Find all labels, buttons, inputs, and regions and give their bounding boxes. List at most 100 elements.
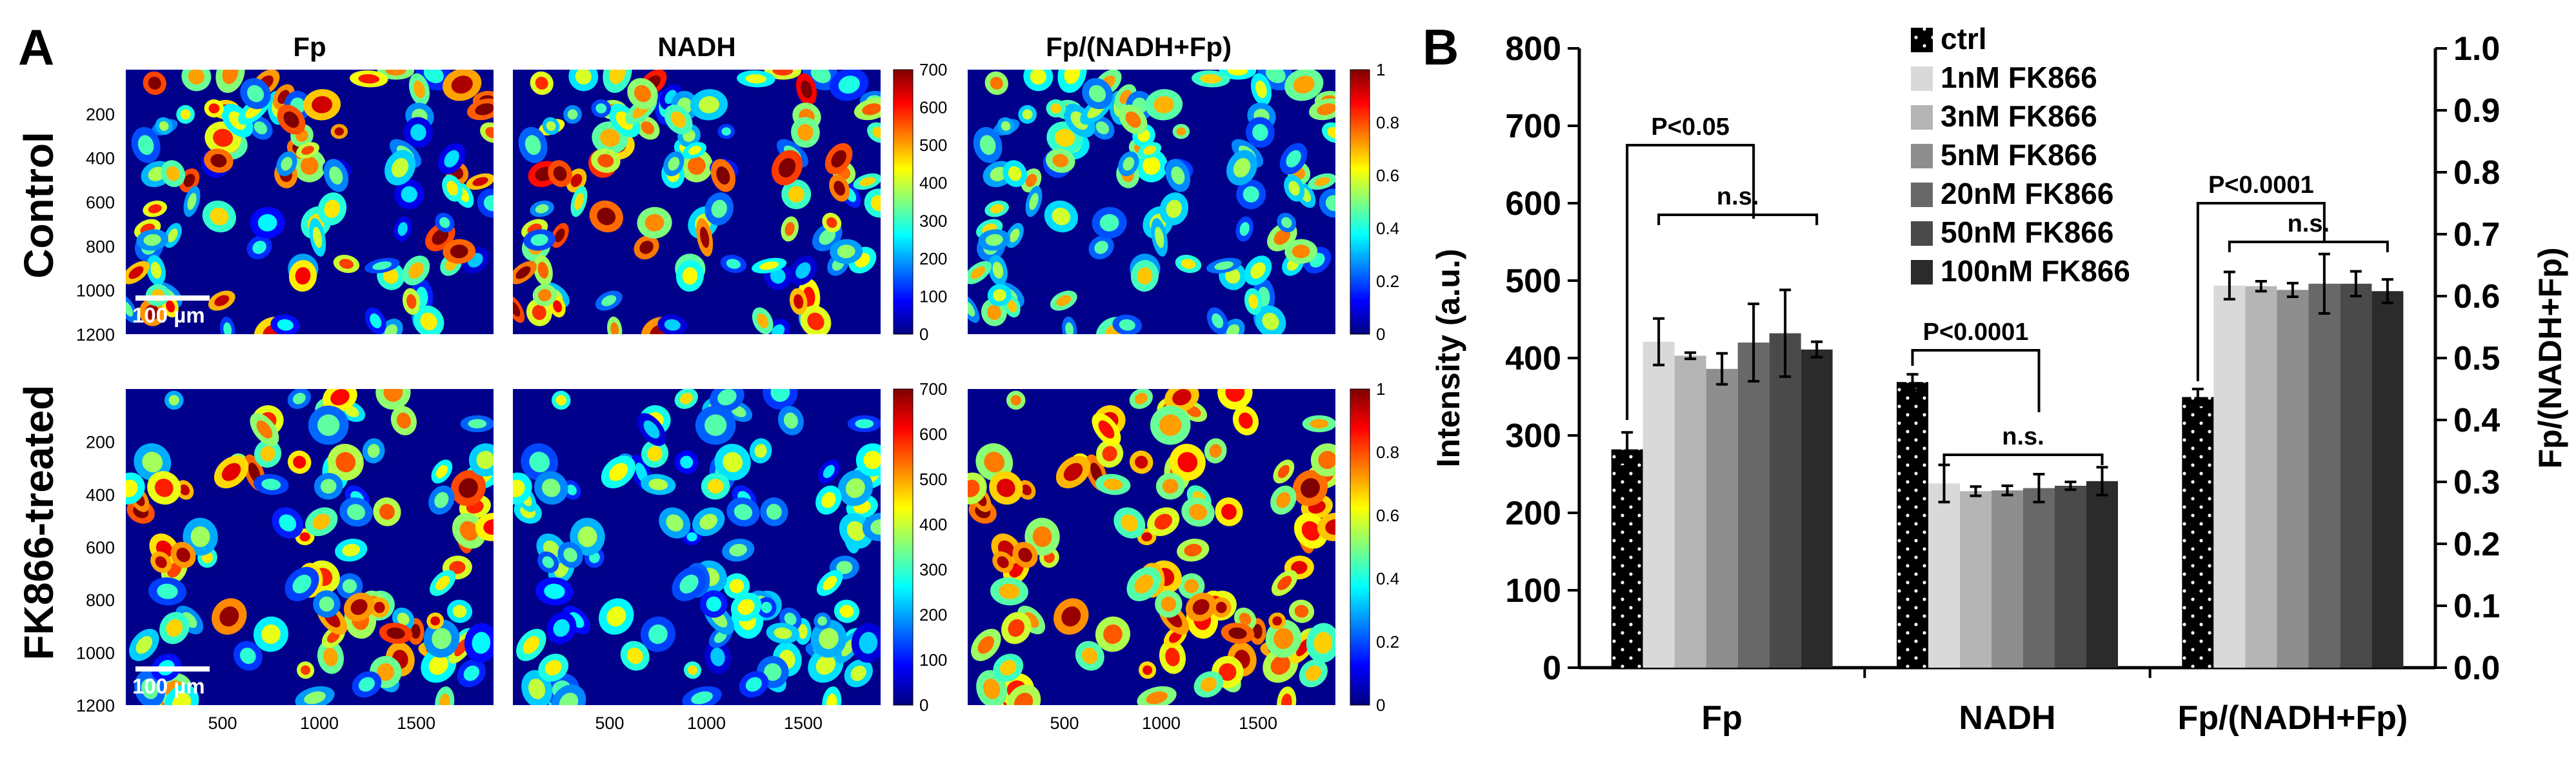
- cell-nucleus: [1325, 519, 1335, 535]
- cell-nucleus: [223, 322, 232, 334]
- colorbar-tick-label: 100: [919, 286, 947, 306]
- y-right-tick-label: 0.4: [2453, 402, 2500, 439]
- cell-nucleus: [324, 199, 341, 218]
- cell-nucleus: [710, 647, 725, 666]
- cell-nucleus: [1001, 121, 1011, 131]
- cell-nucleus: [1172, 389, 1192, 406]
- cell-nucleus: [717, 389, 737, 406]
- cell-nucleus: [1141, 532, 1152, 542]
- cell-nucleus: [334, 127, 344, 136]
- legend-swatch: [1911, 105, 1933, 130]
- cell-nucleus: [385, 70, 406, 76]
- image-x-tick-label: 500: [208, 713, 237, 733]
- cell-nucleus: [1146, 691, 1168, 704]
- cell-nucleus: [128, 266, 144, 279]
- cell-nucleus: [252, 241, 266, 254]
- cell-nucleus: [126, 301, 134, 317]
- cell-nucleus: [1238, 412, 1253, 429]
- cell-nucleus: [317, 414, 340, 436]
- cell-nucleus: [1021, 484, 1032, 495]
- colorbar-tick-label: 300: [919, 560, 947, 579]
- cell-nucleus: [544, 660, 562, 676]
- cell-nucleus: [1155, 226, 1164, 248]
- y-right-tick-label: 0.7: [2453, 216, 2500, 254]
- cell-nucleus: [1103, 624, 1123, 644]
- cell-nucleus: [463, 665, 479, 681]
- cell-nucleus: [1301, 521, 1321, 541]
- image-axes: 2004006008001000120020040060080010001200…: [76, 105, 1277, 733]
- cell-nucleus: [513, 479, 525, 497]
- cell-nucleus: [530, 234, 548, 246]
- cell-nucleus: [1123, 157, 1135, 171]
- cell-nucleus: [358, 74, 380, 84]
- row-title-control: Control: [15, 132, 62, 279]
- cell-nucleus: [142, 452, 163, 473]
- cell-nucleus: [764, 663, 782, 681]
- cell-nucleus: [990, 76, 1003, 90]
- cell-nucleus: [647, 446, 663, 462]
- y-tick-label: 100: [1505, 572, 1561, 610]
- image-y-tick-label: 400: [86, 485, 115, 504]
- cell-nucleus: [1121, 514, 1139, 532]
- cell-nucleus: [260, 446, 275, 462]
- cell-nucleus: [1095, 121, 1110, 135]
- cell-nucleus: [1253, 624, 1263, 639]
- cell-nucleus: [524, 135, 541, 155]
- cell-nucleus: [1159, 414, 1182, 436]
- cell-nucleus: [834, 181, 845, 196]
- cell-nucleus: [745, 74, 767, 84]
- cell-nucleus: [648, 624, 668, 644]
- cell-nucleus: [135, 635, 153, 654]
- microscopy-image-4: [513, 389, 881, 705]
- image-x-tick-label: 500: [595, 713, 624, 733]
- cell-nucleus: [535, 76, 548, 90]
- cell-nucleus: [699, 514, 718, 530]
- cell-nucleus: [595, 103, 607, 114]
- y-right-tick-label: 1.0: [2453, 30, 2500, 68]
- cell-nucleus: [559, 692, 579, 705]
- y-right-tick-label: 0.2: [2453, 526, 2500, 563]
- cell-nucleus: [210, 207, 229, 226]
- cell-nucleus: [798, 624, 808, 639]
- cell-nucleus: [1161, 596, 1177, 612]
- cell-nucleus: [222, 70, 239, 85]
- cells: [513, 70, 881, 334]
- colorbar-tick-label: 0.2: [1376, 272, 1399, 291]
- ns-bracket: [1942, 454, 2104, 465]
- cell-nucleus: [449, 561, 466, 574]
- cell-nucleus: [761, 601, 772, 613]
- colorbar-tick-label: 1: [1376, 379, 1385, 399]
- cell-nucleus: [256, 420, 273, 439]
- cell-nucleus: [397, 222, 408, 236]
- cell-nucleus: [826, 693, 837, 705]
- cell-nucleus: [1200, 74, 1222, 84]
- y-tick-label: 500: [1505, 263, 1561, 300]
- legend-swatch: [1911, 260, 1933, 284]
- cell-nucleus: [446, 181, 458, 196]
- cell-nucleus: [166, 619, 183, 637]
- cell-nucleus: [986, 304, 1001, 320]
- image-x-tick-label: 500: [1050, 713, 1079, 733]
- cell-nucleus: [784, 222, 795, 236]
- cell-nucleus: [483, 519, 494, 535]
- cell-nucleus: [414, 80, 425, 99]
- cell-nucleus: [221, 463, 241, 481]
- cell-nucleus: [342, 544, 361, 557]
- cell-nucleus: [968, 479, 980, 497]
- cell-nucleus: [846, 521, 866, 541]
- cell-nucleus: [168, 228, 178, 243]
- bar: [1674, 355, 1706, 668]
- colorbar-tick-label: 0.8: [1376, 113, 1399, 132]
- cell-nucleus: [1215, 601, 1227, 613]
- cell-nucleus: [383, 389, 403, 402]
- cell-nucleus: [807, 312, 824, 330]
- x-category-label: NADH: [1959, 699, 2055, 737]
- image-y-tick-label: 800: [86, 591, 115, 610]
- significance-bracket: [1626, 144, 1755, 420]
- cell-nucleus: [472, 177, 488, 186]
- image-y-tick-label: 1000: [76, 643, 115, 663]
- cell-nucleus: [391, 157, 409, 178]
- cell-nucleus: [1094, 241, 1108, 254]
- colorbar-tick-label: 300: [919, 211, 947, 230]
